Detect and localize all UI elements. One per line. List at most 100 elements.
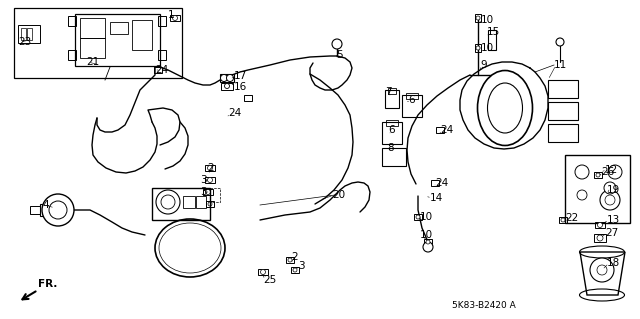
Bar <box>158 50 166 60</box>
Bar <box>595 222 605 228</box>
Text: 9: 9 <box>480 60 486 70</box>
Text: 3: 3 <box>200 175 207 185</box>
Bar <box>476 14 481 22</box>
Bar <box>205 165 215 171</box>
Bar <box>196 196 206 208</box>
Text: 1: 1 <box>168 10 175 20</box>
Bar <box>436 127 444 133</box>
Text: 2: 2 <box>291 252 298 262</box>
Circle shape <box>173 16 177 20</box>
Bar <box>14 8 182 78</box>
Bar <box>548 102 578 120</box>
Circle shape <box>604 182 616 194</box>
Circle shape <box>476 16 480 20</box>
Bar <box>220 74 234 82</box>
Text: 3: 3 <box>200 187 207 197</box>
Text: 21: 21 <box>86 57 99 67</box>
Bar <box>424 239 432 245</box>
Circle shape <box>227 75 234 81</box>
Bar <box>154 67 162 73</box>
Text: 12: 12 <box>605 165 618 175</box>
Bar <box>206 201 214 207</box>
Text: 22: 22 <box>565 213 579 223</box>
Circle shape <box>49 201 67 219</box>
Text: 5K83-B2420 A: 5K83-B2420 A <box>452 301 516 310</box>
Text: 7: 7 <box>385 87 392 97</box>
Text: 24: 24 <box>440 125 453 135</box>
Circle shape <box>590 258 614 282</box>
Bar <box>203 189 213 195</box>
Circle shape <box>288 258 292 262</box>
Circle shape <box>575 165 589 179</box>
Bar <box>476 44 481 52</box>
Circle shape <box>597 265 607 275</box>
Circle shape <box>416 215 420 219</box>
Bar <box>286 257 294 263</box>
Circle shape <box>423 242 433 252</box>
Bar <box>68 50 76 60</box>
Circle shape <box>596 173 600 177</box>
Circle shape <box>605 195 615 205</box>
Text: 15: 15 <box>487 27 500 37</box>
Text: 25: 25 <box>263 275 276 285</box>
Bar <box>30 206 40 214</box>
Bar <box>75 14 160 66</box>
Bar <box>565 155 630 223</box>
Bar <box>244 95 252 101</box>
Circle shape <box>561 218 565 222</box>
Circle shape <box>260 270 266 275</box>
Text: 6: 6 <box>388 125 395 135</box>
Text: 4: 4 <box>42 200 49 210</box>
Bar <box>221 83 233 90</box>
Bar <box>385 90 399 108</box>
Bar <box>431 180 439 186</box>
Bar <box>559 218 567 223</box>
Bar <box>594 172 602 178</box>
Bar <box>388 88 396 94</box>
Bar <box>594 234 606 242</box>
Bar <box>21 28 26 40</box>
Text: 6: 6 <box>408 95 415 105</box>
Bar <box>291 267 299 273</box>
Text: 16: 16 <box>234 82 247 92</box>
Text: 18: 18 <box>607 258 620 268</box>
Text: 10: 10 <box>420 212 433 222</box>
Bar <box>382 122 402 144</box>
Circle shape <box>426 240 430 244</box>
Bar <box>68 16 76 26</box>
Text: 17: 17 <box>234 71 247 81</box>
Bar <box>132 20 152 50</box>
Text: 8: 8 <box>387 143 394 153</box>
Text: 27: 27 <box>605 228 618 238</box>
Text: 10: 10 <box>420 230 433 240</box>
Bar <box>258 269 268 275</box>
Circle shape <box>161 195 175 209</box>
Circle shape <box>598 222 602 227</box>
Bar <box>548 124 578 142</box>
Bar <box>382 148 406 166</box>
Circle shape <box>556 38 564 46</box>
Text: 10: 10 <box>481 43 494 53</box>
Text: FR.: FR. <box>38 279 58 289</box>
Bar <box>548 80 578 98</box>
Circle shape <box>600 190 620 210</box>
Bar <box>205 177 215 183</box>
Bar <box>152 188 210 220</box>
Bar <box>170 15 180 21</box>
Text: 19: 19 <box>607 185 620 195</box>
Bar <box>80 18 105 38</box>
Bar <box>110 22 128 34</box>
Circle shape <box>208 202 212 206</box>
Bar <box>406 93 418 99</box>
Text: 2: 2 <box>207 163 214 173</box>
Text: 24: 24 <box>155 65 168 75</box>
Text: 5: 5 <box>336 50 342 60</box>
Circle shape <box>608 165 622 179</box>
Bar <box>80 38 105 58</box>
Bar <box>40 204 56 216</box>
Bar <box>183 196 195 208</box>
Bar <box>27 28 32 40</box>
Circle shape <box>597 235 603 241</box>
Text: 23: 23 <box>18 37 31 47</box>
Circle shape <box>577 190 587 200</box>
